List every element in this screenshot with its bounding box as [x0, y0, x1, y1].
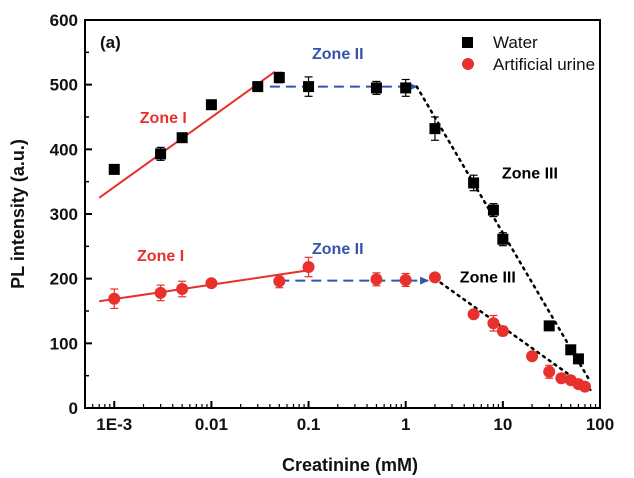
- urine-point: [176, 283, 189, 296]
- water-point: [565, 344, 577, 356]
- panel-label: (a): [100, 33, 121, 52]
- water-point: [108, 163, 120, 175]
- y-tick-label: 500: [50, 76, 78, 95]
- zone-annotation: Zone III: [502, 165, 558, 182]
- y-tick-label: 400: [50, 140, 78, 159]
- urine-point: [273, 275, 286, 288]
- water-point: [155, 148, 167, 160]
- urine-point: [496, 325, 509, 338]
- urine-zone1-fit: [99, 269, 309, 303]
- y-tick-label: 200: [50, 270, 78, 289]
- urine-point: [467, 308, 480, 321]
- plot-frame: [84, 19, 601, 409]
- water-point: [487, 204, 499, 216]
- legend: Water Artificial urine: [462, 33, 595, 74]
- x-tick-label: 0.01: [195, 415, 228, 434]
- x-tick-label: 10: [493, 415, 512, 434]
- y-tick-label: 100: [50, 334, 78, 353]
- zone-annotation: Zone I: [140, 110, 187, 127]
- x-tick-label: 100: [586, 415, 614, 434]
- water-point: [572, 353, 584, 365]
- legend-urine-marker: [462, 58, 474, 70]
- urine-point: [205, 277, 218, 290]
- y-tick-label: 600: [50, 11, 78, 30]
- x-tick-label: 1: [401, 415, 410, 434]
- legend-water-label: Water: [493, 33, 538, 52]
- y-axis-title: PL intensity (a.u.): [8, 139, 28, 289]
- urine-point: [399, 273, 412, 286]
- urine-point: [526, 350, 539, 363]
- water-point: [429, 123, 441, 135]
- water-point: [176, 132, 188, 144]
- plot-layer: 0 100 200 300 400 500 600 1E-3 0.01 0.1 1 10 100 Zone…: [50, 11, 615, 434]
- water-point: [497, 233, 509, 245]
- zone-annotation: Zone III: [460, 270, 516, 287]
- x-tick-label: 1E-3: [96, 415, 132, 434]
- urine-point: [370, 273, 383, 286]
- water-point: [468, 177, 480, 189]
- urine-point: [487, 317, 500, 330]
- x-axis-title: Creatinine (mM): [282, 455, 418, 475]
- urine-point: [578, 380, 591, 393]
- zone-annotation: Zone I: [137, 248, 184, 265]
- water-zone3-fit: [415, 85, 592, 384]
- zone-annotation: Zone II: [312, 46, 364, 63]
- legend-water-marker: [462, 37, 473, 48]
- urine-point: [543, 365, 556, 378]
- urine-point: [108, 292, 121, 305]
- water-point: [252, 81, 264, 93]
- urine-point: [302, 261, 315, 274]
- water-point: [400, 82, 412, 94]
- water-point: [370, 82, 382, 94]
- x-tick-label: 0.1: [297, 415, 321, 434]
- urine-point: [555, 372, 568, 385]
- urine-point: [154, 286, 167, 299]
- zone-annotation: Zone II: [312, 241, 364, 258]
- water-point: [205, 99, 217, 111]
- water-point: [273, 72, 285, 84]
- water-point: [543, 320, 555, 332]
- legend-urine-label: Artificial urine: [493, 55, 595, 74]
- y-tick-label: 0: [69, 399, 78, 418]
- urine-point: [428, 271, 441, 284]
- urine-zone3-fit: [433, 277, 595, 394]
- y-tick-label: 300: [50, 205, 78, 224]
- water-point: [303, 81, 315, 93]
